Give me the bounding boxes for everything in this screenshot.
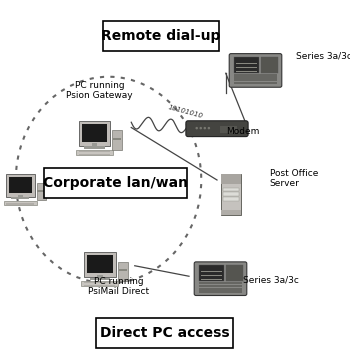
Text: 10101010: 10101010 xyxy=(167,104,204,119)
FancyBboxPatch shape xyxy=(186,121,248,136)
Text: Post Office
Server: Post Office Server xyxy=(270,168,318,188)
FancyBboxPatch shape xyxy=(237,67,257,68)
FancyBboxPatch shape xyxy=(113,138,121,140)
Text: PC running
PsiMail Direct: PC running PsiMail Direct xyxy=(89,277,149,296)
Circle shape xyxy=(204,127,205,129)
FancyBboxPatch shape xyxy=(226,265,243,281)
FancyBboxPatch shape xyxy=(199,282,242,284)
FancyBboxPatch shape xyxy=(234,82,277,84)
FancyBboxPatch shape xyxy=(221,174,241,215)
FancyBboxPatch shape xyxy=(4,201,37,205)
Text: Series 3a/3c: Series 3a/3c xyxy=(296,51,350,60)
FancyBboxPatch shape xyxy=(199,285,242,287)
Text: Remote dial-up: Remote dial-up xyxy=(101,29,221,42)
Circle shape xyxy=(200,127,201,129)
FancyBboxPatch shape xyxy=(221,210,241,215)
FancyBboxPatch shape xyxy=(44,168,187,198)
Circle shape xyxy=(196,127,197,129)
FancyBboxPatch shape xyxy=(96,318,233,348)
FancyBboxPatch shape xyxy=(84,285,115,286)
FancyBboxPatch shape xyxy=(11,197,29,199)
FancyBboxPatch shape xyxy=(223,197,239,201)
Text: Series 3a/3c: Series 3a/3c xyxy=(243,275,299,284)
Text: PC running
Psion Gateway: PC running Psion Gateway xyxy=(66,81,133,100)
FancyBboxPatch shape xyxy=(234,57,259,73)
FancyBboxPatch shape xyxy=(234,76,277,78)
FancyBboxPatch shape xyxy=(202,275,222,276)
Text: Direct PC access: Direct PC access xyxy=(100,326,229,340)
FancyBboxPatch shape xyxy=(6,174,35,197)
Text: Modem: Modem xyxy=(226,126,260,135)
FancyBboxPatch shape xyxy=(82,281,118,286)
FancyBboxPatch shape xyxy=(103,21,219,50)
FancyBboxPatch shape xyxy=(237,63,257,64)
FancyBboxPatch shape xyxy=(202,271,222,272)
FancyBboxPatch shape xyxy=(79,151,110,152)
Text: Corporate lan/wan: Corporate lan/wan xyxy=(43,176,188,190)
FancyBboxPatch shape xyxy=(234,73,277,76)
FancyBboxPatch shape xyxy=(221,174,241,184)
FancyBboxPatch shape xyxy=(79,154,110,155)
FancyBboxPatch shape xyxy=(237,71,257,72)
FancyBboxPatch shape xyxy=(223,188,239,191)
FancyBboxPatch shape xyxy=(78,121,111,146)
FancyBboxPatch shape xyxy=(199,291,242,293)
FancyBboxPatch shape xyxy=(36,183,46,200)
FancyBboxPatch shape xyxy=(112,130,122,150)
FancyBboxPatch shape xyxy=(202,279,222,280)
FancyBboxPatch shape xyxy=(90,278,110,280)
FancyBboxPatch shape xyxy=(87,255,112,273)
FancyBboxPatch shape xyxy=(18,194,23,199)
FancyBboxPatch shape xyxy=(223,193,239,196)
FancyBboxPatch shape xyxy=(37,190,45,192)
FancyBboxPatch shape xyxy=(220,126,237,133)
FancyBboxPatch shape xyxy=(92,143,97,149)
FancyBboxPatch shape xyxy=(229,54,282,87)
FancyBboxPatch shape xyxy=(76,150,113,155)
FancyBboxPatch shape xyxy=(84,252,116,277)
FancyBboxPatch shape xyxy=(234,79,277,81)
FancyBboxPatch shape xyxy=(199,288,242,290)
FancyBboxPatch shape xyxy=(84,147,105,149)
Circle shape xyxy=(208,127,209,129)
FancyBboxPatch shape xyxy=(119,269,126,271)
FancyBboxPatch shape xyxy=(194,262,247,296)
FancyBboxPatch shape xyxy=(82,124,107,142)
FancyBboxPatch shape xyxy=(84,282,115,283)
FancyBboxPatch shape xyxy=(6,204,35,205)
FancyBboxPatch shape xyxy=(199,265,224,281)
FancyBboxPatch shape xyxy=(97,275,103,280)
FancyBboxPatch shape xyxy=(261,57,278,73)
FancyBboxPatch shape xyxy=(9,177,32,193)
FancyBboxPatch shape xyxy=(118,262,127,281)
